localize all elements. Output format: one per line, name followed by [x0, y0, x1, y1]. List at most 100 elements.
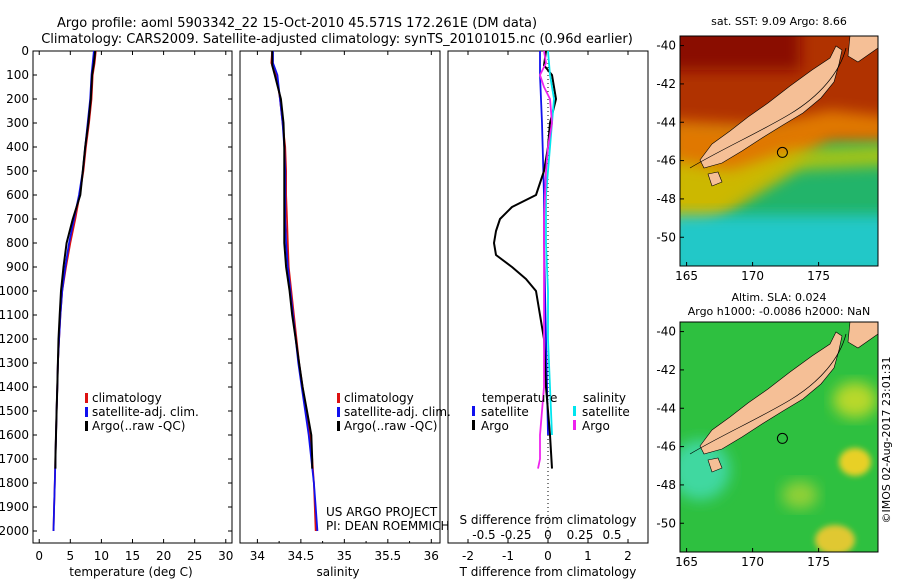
map-y-tick-label: -46	[656, 154, 676, 168]
map-x-tick-label: 165	[675, 555, 698, 569]
map-y-tick-label: -40	[656, 325, 676, 339]
depth-tick-label: 1900	[0, 500, 29, 514]
legend-label-climatology: climatology	[92, 391, 162, 405]
depth-tick-label: 1400	[0, 380, 29, 394]
depth-tick-label: 300	[6, 116, 29, 130]
s-tick-label: -0.25	[500, 528, 531, 542]
sla-anomaly-east	[839, 448, 871, 476]
legend-label-salinity-satellite: satellite	[582, 405, 630, 419]
legend-swatch-temperature-argo	[472, 420, 475, 430]
credit-line2: PI: DEAN ROEMMICH	[326, 519, 449, 533]
legend-swatch-satellite	[85, 407, 88, 417]
x-tick-label: 0	[544, 549, 552, 563]
sla-map-panel: Altim. SLA: 0.024 Argo h1000: -0.0086 h2…	[656, 291, 879, 569]
map-y-tick-label: -50	[656, 516, 676, 530]
sst-map-panel: sat. SST: 9.09 Argo: 8.66 165 170 175 -40 -4…	[656, 15, 879, 283]
t-difference-label: T difference from climatology	[459, 565, 637, 579]
legend-label-temperature-argo: Argo	[481, 419, 509, 433]
map-y-tick-label: -44	[656, 115, 676, 129]
legend-label-temperature-satellite: satellite	[481, 405, 529, 419]
depth-axis: 0 100 200 300 400 500 600 700 800 900 1000 1100 1200…	[0, 44, 232, 538]
x-tick-label: 10	[94, 549, 109, 563]
depth-tick-label: 800	[6, 236, 29, 250]
legend-label-satellite: satellite-adj. clim.	[92, 405, 199, 419]
sla-bathymetry-contour	[689, 333, 847, 455]
map-y-tick-label: -42	[656, 77, 676, 91]
map-y-tick-label: -42	[656, 363, 676, 377]
sla-map-subtitle: Argo h1000: -0.0086 h2000: NaN	[688, 305, 871, 318]
map-y-tick-label: -50	[656, 230, 676, 244]
s-difference-label: S difference from climatology	[460, 513, 637, 527]
sst-north-island-tip	[847, 36, 878, 63]
map-y-tick-label: -48	[656, 478, 676, 492]
sst-land-mass	[699, 45, 843, 169]
depth-tick-label: 2000	[0, 524, 29, 538]
x-tick-label: 0	[35, 549, 43, 563]
x-tick-label: -1	[502, 549, 514, 563]
legend-swatch-argo	[337, 421, 340, 431]
x-tick-label: 15	[125, 549, 140, 563]
legend-label-argo: Argo(..raw -QC)	[92, 419, 185, 433]
depth-tick-label: 100	[6, 68, 29, 82]
series-line-climatology	[270, 50, 317, 532]
legend-swatch-satellite	[337, 407, 340, 417]
x-tick-label: 5	[66, 549, 74, 563]
difference-legend: temperature satellite Argo salinity sate…	[472, 391, 630, 433]
sla-land-mass	[699, 331, 843, 455]
difference-panel: -2 -1 0 1 2 S difference from climatology -0…	[447, 50, 649, 579]
depth-tick-label: 1600	[0, 428, 29, 442]
series-line-salinity-argo	[537, 50, 553, 469]
x-tick-label: -2	[462, 549, 474, 563]
s-tick-label: -0.5	[472, 528, 495, 542]
sst-cold-water	[680, 215, 878, 266]
sla-map-field	[680, 322, 878, 552]
x-tick-label: 35	[337, 549, 352, 563]
salinity-plot-frame	[239, 50, 441, 544]
credit-line1: US ARGO PROJECT	[326, 505, 438, 519]
figure-title-line1: Argo profile: aoml 5903342_22 15-Oct-201…	[57, 16, 537, 31]
sla-anomaly-center	[782, 481, 818, 509]
temperature-x-axis: 0 5 10 15 20 25 30	[35, 51, 233, 563]
sla-axes: 165 170 175 -40 -42 -44 -46 -48 -50	[656, 325, 830, 569]
map-y-tick-label: -48	[656, 192, 676, 206]
map-x-tick-label: 175	[807, 555, 830, 569]
legend-swatch-argo	[85, 421, 88, 431]
sla-stewart-island	[707, 457, 723, 473]
difference-x-axis: -2 -1 0 1 2	[462, 51, 632, 563]
x-tick-label: 30	[218, 549, 233, 563]
sla-argo-marker	[776, 432, 788, 444]
map-x-tick-label: 175	[807, 269, 830, 283]
sst-map-frame	[679, 35, 879, 267]
sst-axes: 165 170 175 -40 -42 -44 -46 -48 -50	[656, 39, 830, 283]
legend-label-satellite: satellite-adj. clim.	[344, 405, 451, 419]
depth-tick-label: 1300	[0, 356, 29, 370]
x-tick-label: 2	[624, 549, 632, 563]
legend-swatch-salinity-argo	[573, 420, 576, 430]
difference-series	[493, 50, 557, 469]
temperature-plot-frame	[32, 50, 233, 544]
sla-anomaly-west	[680, 440, 730, 500]
legend-group-salinity: salinity	[583, 391, 626, 405]
legend-swatch-climatology	[85, 393, 88, 403]
salinity-panel: 34 34.5 35 35.5 36 salinity climatology sate…	[239, 50, 451, 579]
depth-tick-label: 500	[6, 164, 29, 178]
legend-swatch-climatology	[337, 393, 340, 403]
depth-tick-label: 1500	[0, 404, 29, 418]
temperature-axis-label: temperature (deg C)	[69, 565, 192, 579]
series-line-climatology	[52, 50, 97, 532]
x-tick-label: 34.5	[288, 549, 315, 563]
map-x-tick-label: 170	[741, 555, 764, 569]
s-tick-label: 0.5	[602, 528, 621, 542]
legend-label-climatology: climatology	[344, 391, 414, 405]
depth-tick-label: 600	[6, 188, 29, 202]
depth-tick-label: 1100	[0, 308, 29, 322]
x-tick-label: 36	[424, 549, 439, 563]
sst-argo-marker	[776, 146, 788, 158]
salinity-legend: climatology satellite-adj. clim. Argo(..…	[337, 391, 451, 433]
s-tick-label: 0.25	[567, 528, 594, 542]
depth-tick-label: 1200	[0, 332, 29, 346]
legend-group-temperature: temperature	[482, 391, 557, 405]
series-line-salinity-satellite	[545, 50, 555, 436]
x-tick-label: 20	[156, 549, 171, 563]
